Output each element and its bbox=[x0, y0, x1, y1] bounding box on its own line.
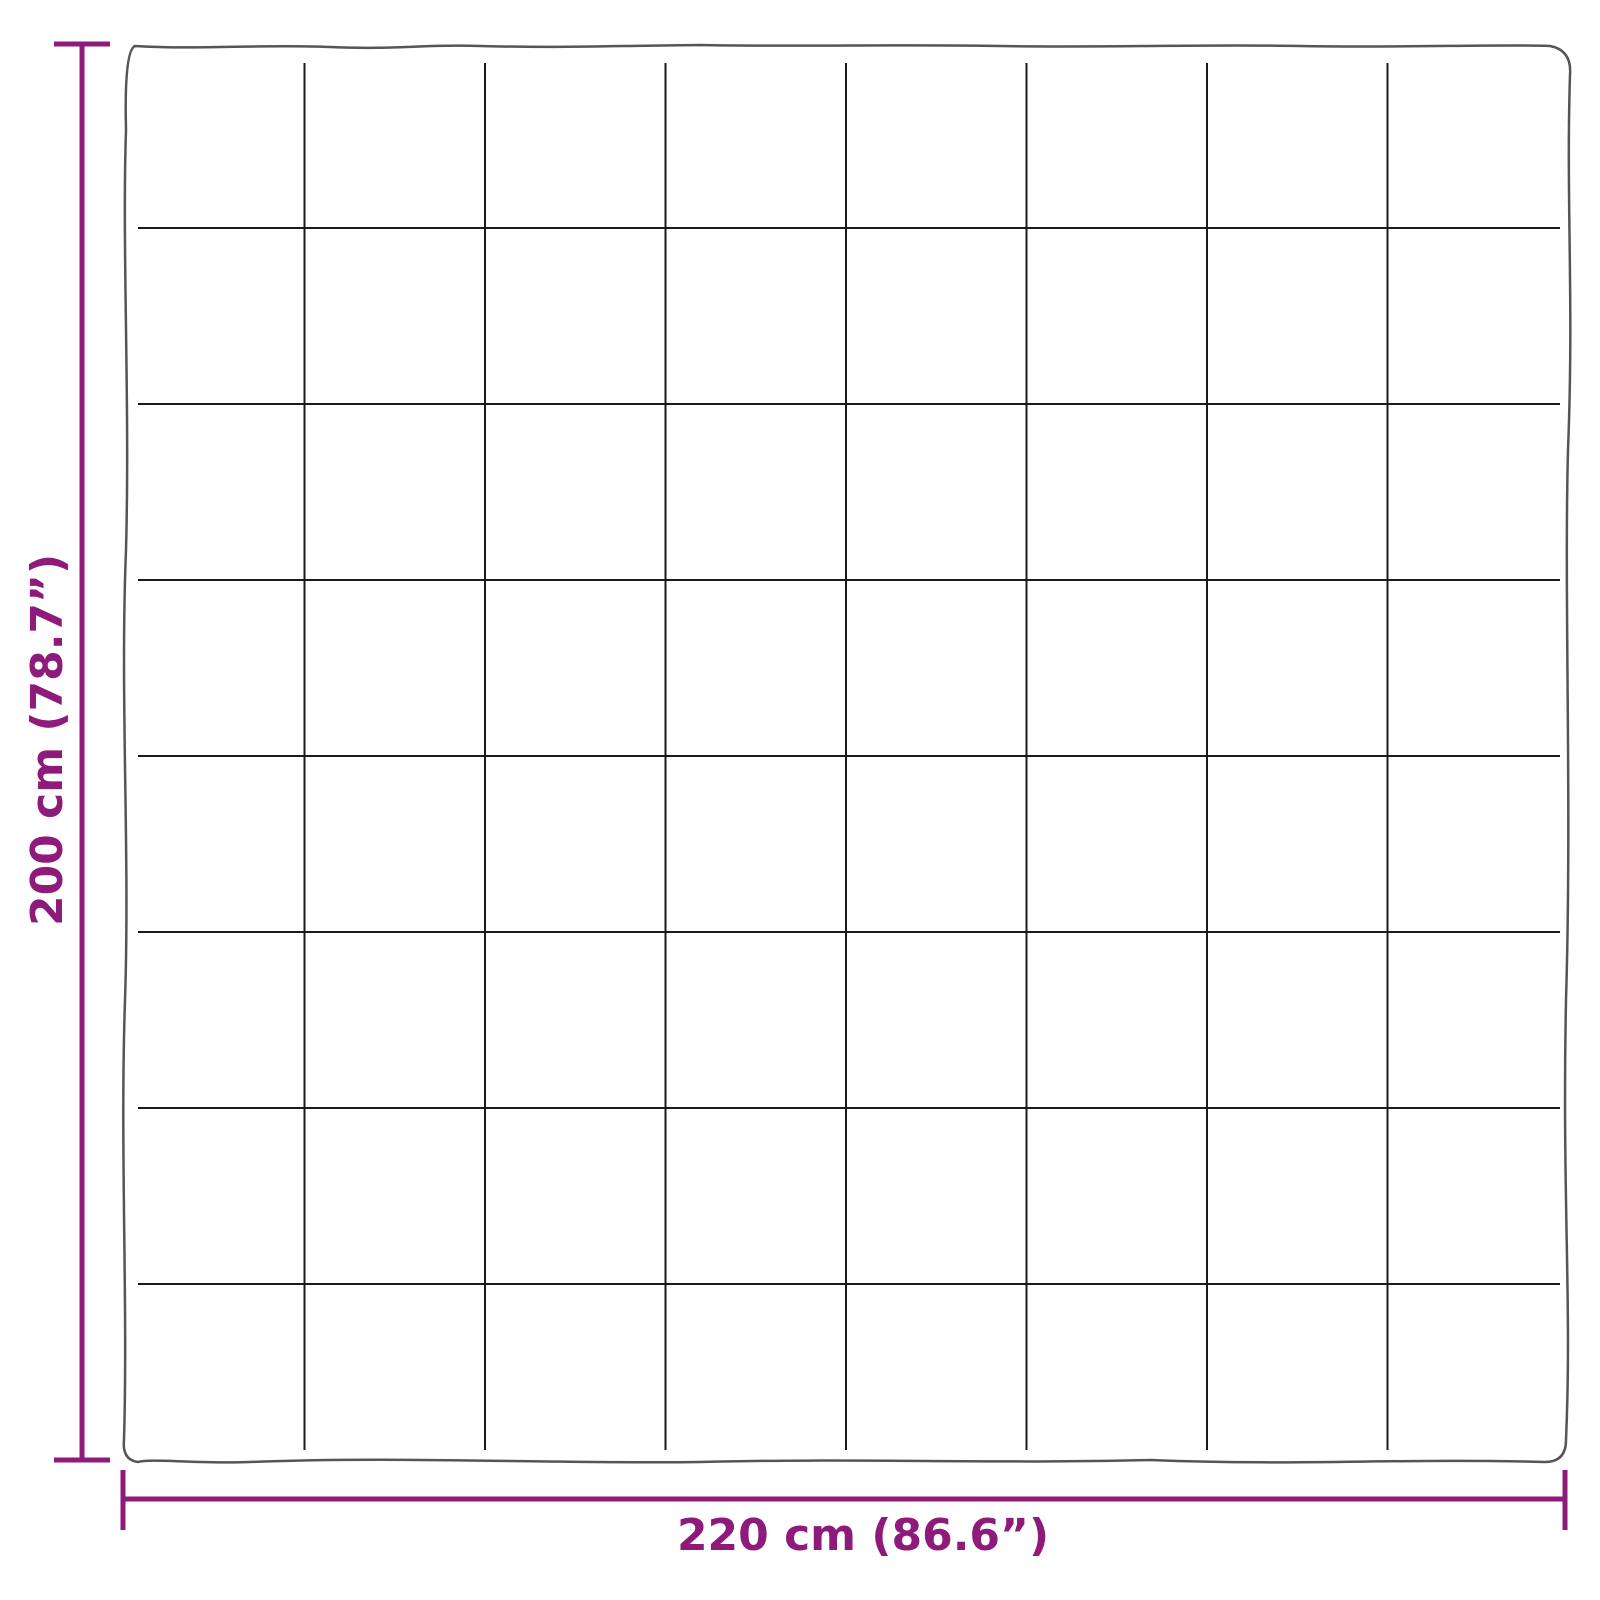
width-label: 220 cm (86.6”) bbox=[677, 1510, 1049, 1561]
quilt-seams bbox=[138, 63, 1560, 1450]
blanket-outline bbox=[122, 43, 1572, 1464]
dimension-lines bbox=[54, 41, 1568, 1530]
height-label: 200 cm (78.7”) bbox=[22, 554, 73, 926]
